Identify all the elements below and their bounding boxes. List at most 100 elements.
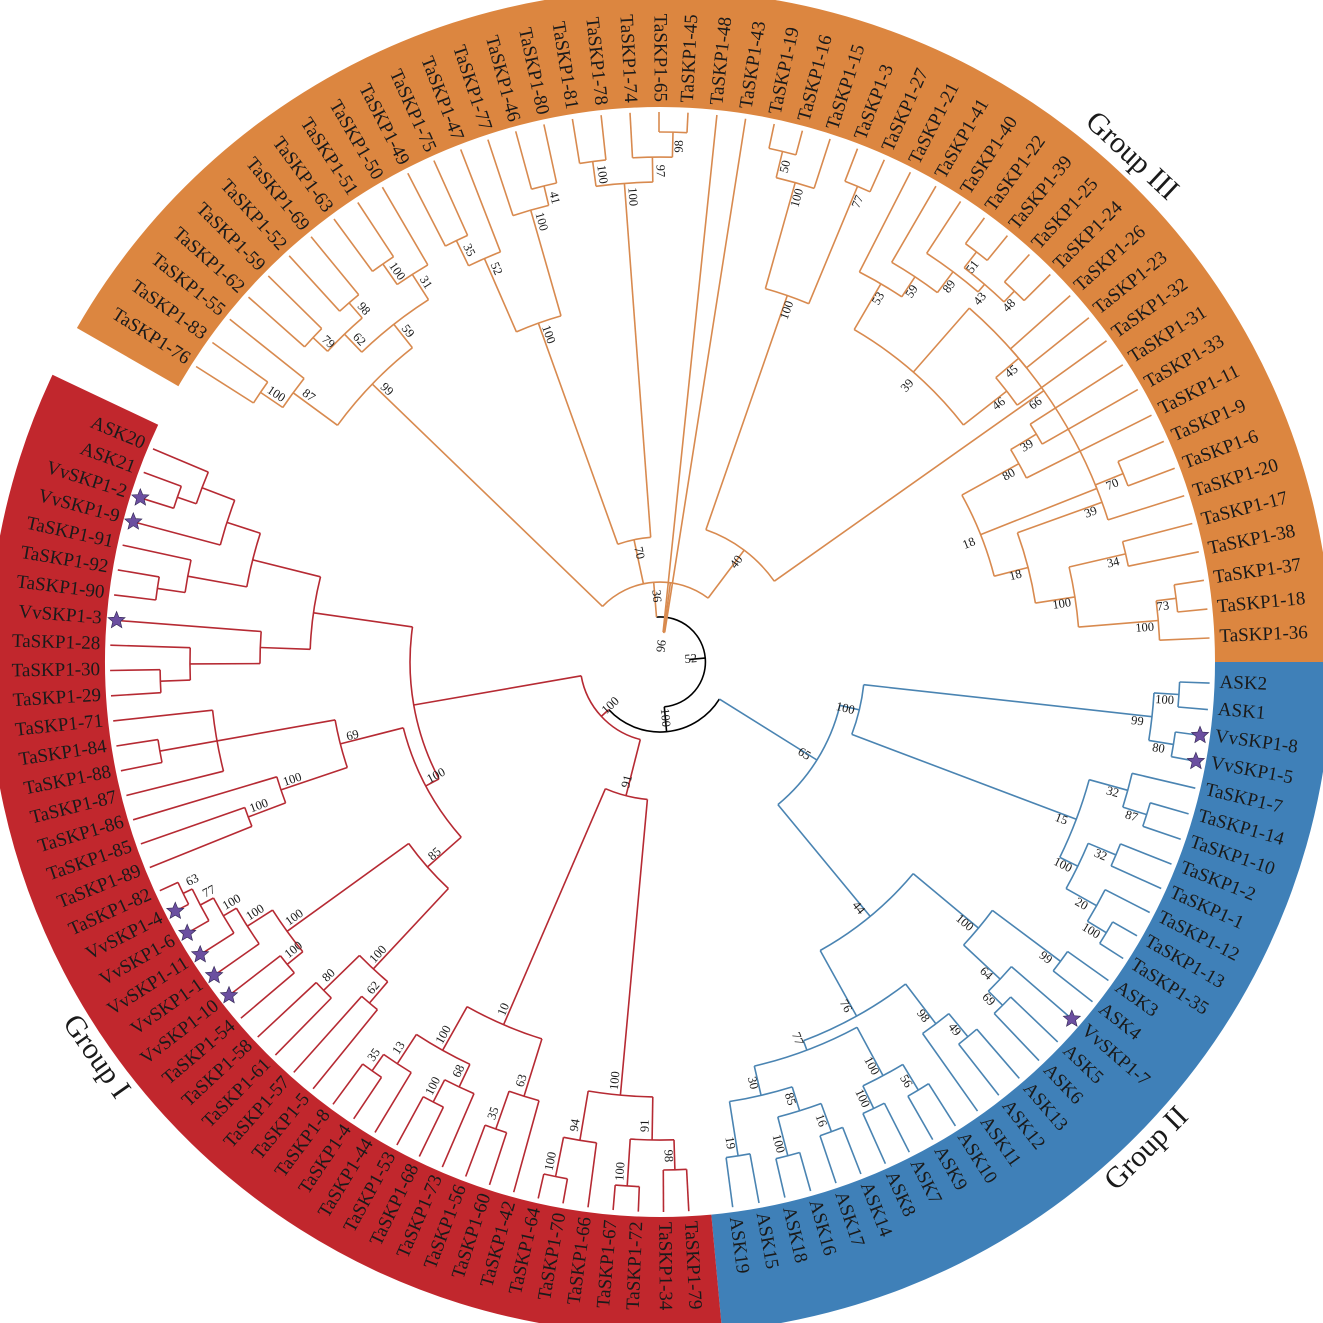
radial-branch <box>495 1090 510 1130</box>
leaf-branch <box>686 112 689 133</box>
radial-branch <box>1122 806 1147 816</box>
clade-arc <box>776 176 815 190</box>
radial-branch <box>1035 596 1076 604</box>
radial-branch <box>995 357 1020 379</box>
radial-branch <box>529 209 562 317</box>
leaf-branch <box>288 255 341 312</box>
radial-branch <box>458 1063 471 1088</box>
radial-branch <box>819 950 858 1017</box>
leaf-branch <box>1131 772 1196 789</box>
radial-branch <box>808 186 859 305</box>
radial-branch <box>963 944 1001 980</box>
clade-arc <box>309 576 322 650</box>
leaf-branch <box>1041 388 1139 445</box>
radial-branch <box>619 799 649 1096</box>
clade-arc <box>851 684 865 735</box>
radial-branch <box>764 182 796 289</box>
leaf-branch <box>1128 551 1199 567</box>
leaf-branch <box>749 1153 760 1204</box>
radial-branch <box>961 462 1020 496</box>
leaf-branch <box>195 365 254 404</box>
leaf-branch <box>293 995 363 1073</box>
radial-branch <box>502 788 607 1026</box>
leaf-branch <box>1117 440 1165 463</box>
radial-branch <box>777 804 871 917</box>
leaf-branch <box>775 1158 786 1198</box>
leaf-branch <box>795 130 804 156</box>
star-marker <box>1062 1009 1082 1027</box>
leaf-branch <box>132 776 278 821</box>
bootstrap-label: 30 <box>745 1075 761 1090</box>
leaf-branch <box>110 668 161 672</box>
bootstrap-label: 100 <box>594 164 610 184</box>
leaf-branch <box>844 148 859 182</box>
bootstrap-label: 100 <box>248 796 270 816</box>
radial-branch <box>343 333 363 353</box>
bootstrap-label: 100 <box>1080 920 1103 942</box>
leaf-branch <box>663 118 747 633</box>
bootstrap-label: 48 <box>1000 296 1019 315</box>
clade-arc <box>246 532 262 588</box>
clade-arc <box>853 328 965 426</box>
radial-branch <box>340 727 404 745</box>
bootstrap-label: 100 <box>281 770 303 789</box>
radial-branch <box>673 1139 676 1170</box>
leaf-branch <box>110 644 191 649</box>
species-markers <box>107 488 1210 1027</box>
bootstrap-label: 100 <box>366 942 389 965</box>
clade-arc <box>361 995 378 1011</box>
clade-arc <box>1177 681 1181 708</box>
radial-branch <box>323 954 361 991</box>
clade-arc <box>965 243 988 262</box>
radial-branch <box>791 1086 801 1112</box>
clade-arc <box>705 529 775 582</box>
clade-arc <box>159 669 162 693</box>
radial-branch <box>157 587 186 594</box>
bootstrap-label: 94 <box>567 1117 583 1132</box>
leaf-branch <box>333 218 374 272</box>
leaf-branch <box>1112 921 1138 937</box>
clade-arc <box>656 616 707 708</box>
leaf-branch <box>1104 888 1151 914</box>
bootstrap-label: 85 <box>782 1091 799 1107</box>
bootstrap-label: 100 <box>658 708 674 728</box>
clade-arc <box>259 631 262 664</box>
leaf-branch <box>1174 579 1205 586</box>
clade-arc <box>1122 773 1133 808</box>
bootstrap-label: 64 <box>977 964 996 983</box>
leaf-branch <box>1067 950 1109 982</box>
clade-arc <box>195 471 210 504</box>
leaf-branch <box>725 1157 734 1208</box>
leaf-branch <box>152 448 209 473</box>
radial-branch <box>260 391 284 409</box>
star-marker <box>165 901 185 920</box>
radial-branch <box>177 496 197 505</box>
radial-branch <box>1087 842 1117 856</box>
leaf-branch <box>685 1169 690 1212</box>
bootstrap-label: 13 <box>389 1039 408 1057</box>
leaf-branch <box>240 972 295 1019</box>
bootstrap-label: 18 <box>960 534 977 552</box>
radial-branch <box>187 740 218 747</box>
radial-branch <box>246 909 274 927</box>
radial-branch <box>904 983 937 1025</box>
bootstrap-label: 100 <box>433 1023 454 1046</box>
clade-arc <box>754 1026 858 1067</box>
radial-branch <box>718 698 818 761</box>
clade-arc <box>422 1095 444 1108</box>
clade-arc <box>1065 842 1089 889</box>
radial-branch <box>182 888 193 895</box>
clade-arc <box>334 719 349 768</box>
clade-arc <box>172 485 183 509</box>
bootstrap-label: 53 <box>869 289 887 307</box>
bootstrap-label: 100 <box>625 187 640 207</box>
clade-arc <box>1016 532 1037 604</box>
bootstrap-label: 52 <box>488 260 506 277</box>
radial-branch <box>591 161 597 187</box>
radial-branch <box>963 251 978 269</box>
bootstrap-label: 98 <box>672 140 686 153</box>
radial-branch <box>425 778 440 787</box>
leaf-branch <box>637 1186 641 1212</box>
leaf-branch <box>1016 340 1107 406</box>
radial-branch <box>286 951 304 966</box>
